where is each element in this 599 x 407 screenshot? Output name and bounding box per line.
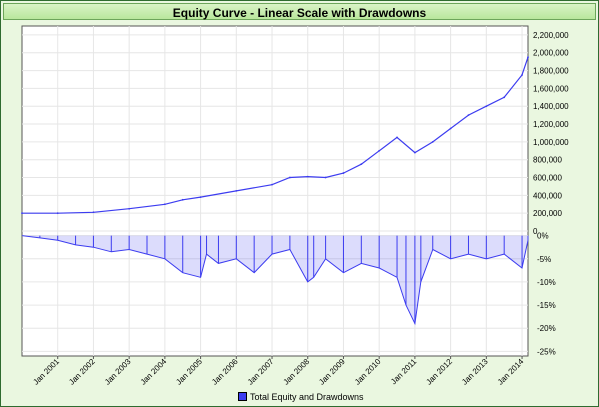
equity-point: [128, 207, 131, 210]
x-tick-label: Jan 2012: [424, 357, 454, 387]
equity-series-layer: [21, 56, 529, 215]
drawdown-y-axis: 0% -5% -10% -15% -20% -25%: [537, 232, 556, 357]
x-tick-label: Jan 2005: [174, 357, 204, 387]
equity-line: [22, 57, 529, 214]
equity-point: [360, 163, 363, 166]
x-tick-label: Jan 2014: [496, 357, 526, 387]
equity-point: [396, 136, 398, 139]
equity-point: [521, 74, 523, 76]
drawdown-y-tick-label: -20%: [537, 324, 556, 333]
equity-point: [199, 196, 202, 199]
chart-title-bar: Equity Curve - Linear Scale with Drawdow…: [3, 3, 596, 20]
drawdown-y-tick-label: 0%: [537, 232, 549, 241]
equity-point: [288, 176, 291, 179]
equity-point: [449, 127, 452, 130]
x-tick-label: Jan 2003: [103, 357, 133, 387]
chart-title: Equity Curve - Linear Scale with Drawdow…: [172, 6, 427, 20]
equity-y-tick-label: 2,000,000: [533, 49, 569, 58]
legend: Total Equity and Drawdowns: [238, 391, 364, 403]
equity-y-tick-label: 1,600,000: [533, 84, 569, 93]
drawdown-series-layer: [21, 235, 529, 326]
equity-y-tick-label: 1,800,000: [533, 67, 569, 76]
drawdown-y-tick-label: -15%: [537, 301, 556, 310]
equity-y-tick-label: 200,000: [533, 209, 562, 218]
drawdown-line: [21, 235, 529, 326]
x-tick-label: Jan 2013: [460, 357, 490, 387]
drawdown-plot-area: [21, 230, 529, 357]
drawdown-y-tick-label: -25%: [537, 347, 556, 356]
equity-point: [21, 212, 23, 215]
x-tick-label: Jan 2010: [353, 357, 383, 387]
equity-point: [503, 96, 506, 99]
x-axis: Jan 2001 Jan 2002 Jan 2003 Jan 2004 Jan 2005…: [31, 356, 526, 387]
drawdown-y-tick-label: -5%: [537, 255, 551, 264]
x-tick-label: Jan 2009: [317, 357, 347, 387]
equity-y-tick-label: 600,000: [533, 174, 562, 183]
x-tick-label: Jan 2006: [210, 357, 240, 387]
equity-point: [378, 149, 381, 152]
x-tick-label: Jan 2004: [139, 357, 169, 387]
drawdown-y-tick-label: -10%: [537, 278, 556, 287]
equity-y-axis: 0 200,000 400,000 600,000 800,000 1,000,000 1,…: [533, 31, 569, 236]
equity-y-tick-label: 2,200,000: [533, 31, 569, 40]
x-tick-label: Jan 2007: [246, 357, 276, 387]
equity-point: [92, 211, 95, 214]
equity-point: [163, 203, 166, 206]
x-tick-label: Jan 2002: [67, 357, 97, 387]
x-tick-label: Jan 2008: [282, 357, 312, 387]
drawdown-area: [22, 235, 528, 324]
equity-point: [431, 140, 434, 143]
equity-point: [271, 183, 273, 186]
x-tick-label: Jan 2011: [389, 357, 419, 387]
equity-y-tick-label: 1,000,000: [533, 138, 569, 147]
grid-lines: [22, 26, 528, 356]
equity-point: [527, 56, 529, 59]
equity-point: [467, 114, 470, 117]
equity-y-tick-label: 400,000: [533, 191, 562, 200]
equity-point: [485, 105, 488, 108]
equity-point: [235, 189, 238, 192]
equity-y-tick-label: 800,000: [533, 156, 562, 165]
equity-point: [324, 176, 327, 179]
equity-point: [56, 212, 59, 215]
legend-swatch-icon: [238, 392, 247, 401]
equity-point: [306, 175, 309, 178]
equity-point: [413, 151, 416, 154]
equity-point: [342, 172, 345, 174]
equity-y-tick-label: 0: [533, 227, 538, 236]
equity-y-tick-label: 1,400,000: [533, 102, 569, 111]
equity-y-tick-label: 1,200,000: [533, 120, 569, 129]
equity-point: [181, 198, 184, 201]
equity-plot-area: [21, 25, 529, 232]
legend-label: Total Equity and Drawdowns: [250, 392, 364, 402]
x-tick-label: Jan 2001: [31, 357, 61, 387]
